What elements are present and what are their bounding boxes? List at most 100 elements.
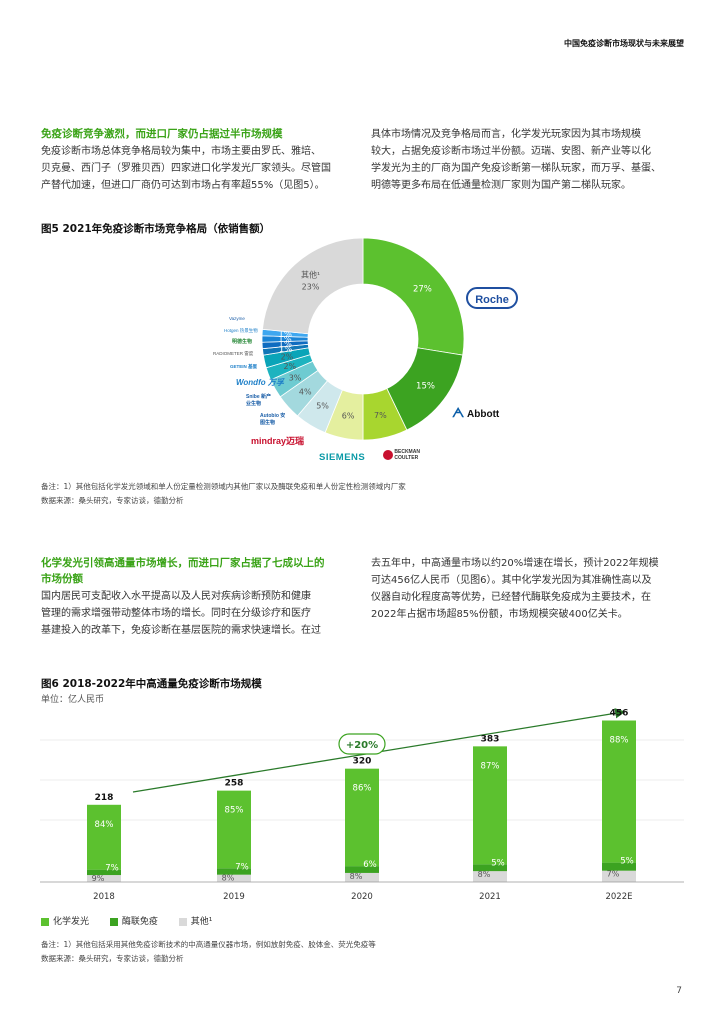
bar-label: 86% bbox=[353, 784, 372, 794]
donut-slice-value: 7% bbox=[374, 411, 387, 420]
snibe-logo: Snibe 新产业生物 bbox=[246, 394, 272, 407]
text-line: 产替代加速，但进口厂商仍可达到市场占有率超55%（见图5）。 bbox=[41, 180, 325, 191]
text-line: 明德等更多布局在低通量检测厂家则为国产第二梯队玩家。 bbox=[371, 180, 631, 191]
legend-item-elisa: 酶联免疫 bbox=[109, 917, 158, 927]
text-line: 具体市场情况及竞争格局而言，化学发光玩家因为其市场规模 bbox=[371, 129, 641, 140]
vazyme-logo: Vazyme bbox=[229, 316, 245, 321]
x-tick-label: 2019 bbox=[223, 892, 245, 902]
figure5-source: 数据来源：桑头研究，专家访谈，德勤分析 bbox=[41, 496, 184, 505]
legend-item-chem: 化学发光 bbox=[41, 917, 89, 927]
bar-chart: +20% 84%7%9%218201885%7%8%258201986%6%8%… bbox=[40, 708, 684, 902]
donut-slice-value: 27% bbox=[413, 284, 432, 294]
bar-segment bbox=[345, 866, 379, 873]
bar-label: 85% bbox=[225, 806, 244, 816]
getein-logo: GETEIN 基蛋 bbox=[230, 364, 258, 369]
bar-total: 258 bbox=[225, 779, 244, 789]
autobio-logo: Autobio 安图生物 bbox=[260, 413, 286, 426]
page-number: 7 bbox=[676, 986, 682, 996]
section2-title: 化学发光引领高通量市场增长，而进口厂家占据了七成以上的 市场份额 bbox=[41, 555, 361, 587]
hotgen-logo: Hotgen 热景生物 bbox=[224, 328, 258, 333]
figure6-source: 数据来源：桑头研究，专家访谈，德勤分析 bbox=[41, 954, 184, 963]
bar-label: 7% bbox=[607, 870, 620, 879]
siemens-logo: SIEMENS bbox=[319, 452, 366, 463]
donut-slice-value: 15% bbox=[416, 382, 435, 392]
mingde-logo: 明德生物 bbox=[232, 339, 253, 345]
x-tick-label: 2020 bbox=[351, 892, 373, 902]
section1-title: 免疫诊断竞争激烈，而进口厂家仍占据过半市场规模 bbox=[41, 128, 283, 140]
bar-label: 8% bbox=[350, 872, 363, 881]
bar-total: 456 bbox=[610, 709, 629, 719]
bar-segment bbox=[602, 870, 636, 882]
growth-badge: +20% bbox=[338, 733, 386, 755]
beckman-mark-icon bbox=[383, 450, 393, 460]
title-line: 市场份额 bbox=[41, 573, 83, 585]
text-line: 基建投入的改革下，免疫诊断在基层医院的需求快速增长。在过 bbox=[41, 625, 321, 636]
section1-left-text: 免疫诊断市场总体竞争格局较为集中，市场主要由罗氏、雅培、 贝克曼、西门子（罗雅贝… bbox=[41, 143, 361, 194]
donut-slice-value: 23% bbox=[302, 282, 320, 291]
growth-badge-text: +20% bbox=[346, 740, 378, 751]
bar-segment bbox=[345, 768, 379, 867]
section2-right-text: 去五年中，中高通量市场以约20%增速在增长，预计2022年规模 可达456亿人民… bbox=[371, 555, 691, 623]
bar-segment bbox=[87, 804, 121, 870]
bar-total: 218 bbox=[95, 793, 114, 803]
donut-slice bbox=[262, 237, 364, 335]
figure5-title: 图5 2021年免疫诊断市场竞争格局（依销售额） bbox=[41, 223, 271, 235]
bar-label: 84% bbox=[95, 820, 114, 830]
bar-segment bbox=[87, 875, 121, 882]
running-header: 中国免疫诊断市场现状与未来展望 bbox=[564, 39, 684, 48]
text-line: 仪器自动化程度高等优势，已经替代酶联免疫成为主要技术，在 bbox=[371, 592, 651, 603]
title-line: 化学发光引领高通量市场增长，而进口厂家占据了七成以上的 bbox=[41, 557, 325, 569]
bar-segment bbox=[217, 868, 251, 875]
figure6-title: 图6 2018-2022年中高通量免疫诊断市场规模 bbox=[41, 678, 262, 690]
donut-slice-value: 1% bbox=[278, 335, 292, 345]
growth-badge-pill bbox=[338, 733, 386, 755]
donut-slice-label: 其他¹ bbox=[301, 269, 320, 279]
figure5-note: 备注：1）其他包括化学发光领域和单人份定量检测领域内其他厂家以及酶联免疫和单人份… bbox=[41, 482, 406, 491]
figure6-unit: 单位：亿人民币 bbox=[41, 695, 105, 705]
donut-slice-value: 6% bbox=[342, 412, 355, 421]
bar-label: 87% bbox=[481, 761, 500, 771]
x-tick-label: 2018 bbox=[93, 892, 115, 902]
legend-swatch bbox=[41, 917, 49, 926]
bar-label: 88% bbox=[610, 736, 629, 746]
bar-label: 7% bbox=[235, 862, 249, 872]
bar-segment bbox=[345, 872, 379, 882]
legend-item-other: 其他¹ bbox=[178, 917, 213, 927]
bar-segment bbox=[217, 874, 251, 882]
legend-label: 其他¹ bbox=[190, 917, 213, 927]
text-line: 可达456亿人民币（见图6）。其中化学发光因为其准确性高以及 bbox=[371, 575, 652, 586]
bar-label: 5% bbox=[620, 857, 634, 867]
section1-right-text: 具体市场情况及竞争格局而言，化学发光玩家因为其市场规模 较大，占据免疫诊断市场过… bbox=[371, 126, 691, 194]
figure6-legend: 化学发光 酶联免疫 其他¹ bbox=[41, 914, 212, 927]
legend-swatch bbox=[178, 917, 187, 926]
donut-slice-value: 4% bbox=[299, 387, 312, 396]
bar-label: 7% bbox=[105, 864, 119, 874]
x-tick-label: 2021 bbox=[479, 892, 501, 902]
mindray-logo: mindray迈瑞 bbox=[251, 436, 305, 446]
wondfo-logo: Wondfo 万孚 bbox=[236, 378, 284, 387]
donut-slice-value: 1% bbox=[278, 330, 292, 340]
donut-slice-value: 2% bbox=[283, 362, 296, 371]
roche-logo: Roche bbox=[466, 287, 518, 309]
beckman-logo: BECKMAN COULTER bbox=[383, 449, 428, 461]
bar-segment bbox=[473, 871, 507, 882]
bar-segment bbox=[602, 862, 636, 871]
abbott-text: Abbott bbox=[467, 409, 500, 420]
bar-segment bbox=[473, 864, 507, 872]
legend-swatch bbox=[109, 917, 118, 926]
text-line: 国内居民可支配收入水平提高以及人民对疾病诊断预防和健康 bbox=[41, 591, 311, 602]
bar-label: 6% bbox=[363, 860, 377, 870]
text-line: 较大，占据免疫诊断市场过半份额。迈瑞、安图、新产业等以化 bbox=[371, 146, 651, 157]
bar-total: 320 bbox=[353, 757, 372, 767]
bar-label: 8% bbox=[222, 874, 235, 883]
donut-slice-value: 1% bbox=[279, 345, 293, 355]
text-line: 免疫诊断市场总体竞争格局较为集中，市场主要由罗氏、雅培、 bbox=[41, 146, 321, 157]
donut-slice-value: 3% bbox=[289, 373, 302, 382]
bar-segment bbox=[217, 790, 251, 869]
donut-slice bbox=[362, 237, 465, 356]
text-line: 贝克曼、西门子（罗雅贝西）四家进口化学发光厂家领头。尽管国 bbox=[41, 163, 331, 174]
bar-segment bbox=[473, 746, 507, 865]
beckman-text: BECKMAN COULTER bbox=[394, 449, 420, 461]
radiometer-logo: RADIOMETER 雷度 bbox=[213, 351, 254, 356]
x-tick-label: 2022E bbox=[605, 892, 632, 902]
